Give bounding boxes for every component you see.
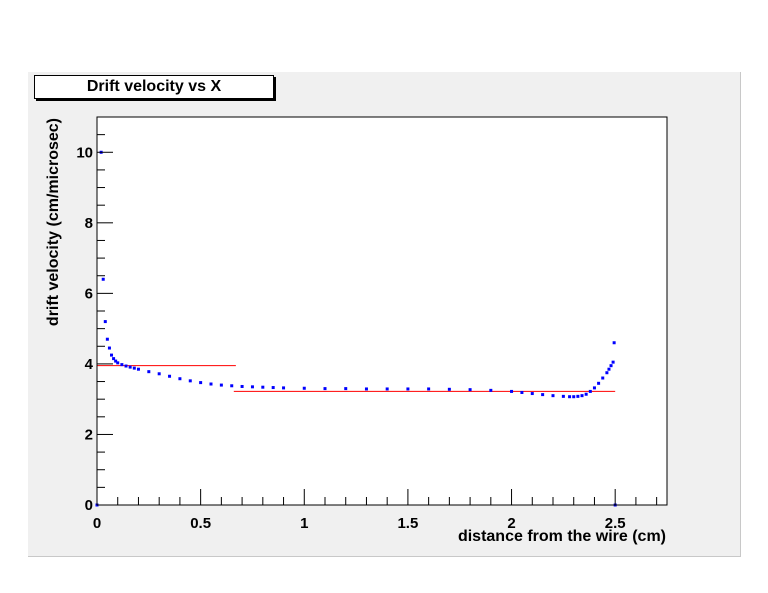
data-point: [323, 387, 327, 391]
data-point: [561, 394, 565, 398]
y-axis: 0 2 4 6 8 10: [76, 116, 113, 514]
data-point: [157, 372, 161, 376]
data-point: [385, 387, 389, 391]
data-point: [576, 394, 580, 398]
y-tick-label: 6: [85, 285, 93, 302]
data-point: [250, 385, 254, 389]
data-point: [112, 357, 116, 361]
data-point: [609, 364, 613, 368]
data-point: [128, 365, 132, 369]
data-point: [364, 387, 368, 391]
data-point: [124, 364, 128, 368]
data-point: [107, 346, 111, 350]
data-point: [110, 353, 114, 357]
y-axis-title: drift velocity (cm/microsec): [45, 118, 62, 326]
data-point: [147, 370, 151, 374]
x-axis-title: distance from the wire (cm): [458, 528, 666, 545]
data-point: [302, 386, 306, 390]
data-point: [584, 392, 588, 396]
x-tick-label: 0.5: [190, 515, 211, 532]
y-tick-label: 4: [85, 356, 94, 373]
x-tick-label: 1.5: [397, 515, 418, 532]
y-tick-label: 10: [76, 144, 93, 161]
data-point: [530, 392, 534, 396]
data-point: [427, 387, 431, 391]
data-points: [95, 150, 617, 507]
data-point: [120, 363, 124, 367]
data-point: [209, 382, 213, 386]
data-point: [116, 361, 120, 365]
x-axis: 0 0.5 1 1.5 2 2.5: [93, 489, 667, 532]
data-point: [240, 384, 244, 388]
data-point: [282, 386, 286, 390]
y-tick-label: 2: [85, 426, 93, 443]
data-point: [611, 360, 615, 364]
data-point: [136, 367, 140, 371]
data-point: [592, 386, 596, 390]
data-point: [551, 394, 555, 398]
data-point: [188, 379, 192, 383]
data-point: [489, 388, 493, 392]
data-point: [199, 381, 203, 385]
data-point: [572, 395, 576, 399]
data-point: [588, 389, 592, 393]
data-point: [114, 359, 118, 363]
data-point: [447, 387, 451, 391]
data-point: [597, 381, 601, 385]
data-point: [344, 387, 348, 391]
data-point: [541, 393, 545, 397]
data-point: [468, 388, 472, 392]
data-point: [103, 320, 107, 324]
data-point: [101, 277, 105, 281]
data-point: [580, 394, 584, 398]
data-point: [168, 374, 172, 378]
data-point: [520, 390, 524, 394]
data-point: [510, 389, 514, 393]
data-point: [105, 337, 109, 341]
data-point: [132, 366, 136, 370]
data-point: [605, 371, 609, 375]
plot-area: [96, 116, 668, 506]
chart-title: Drift velocity vs X: [34, 75, 274, 99]
data-point: [219, 383, 223, 387]
x-tick-label: 0: [93, 515, 101, 532]
x-tick-label: 1: [300, 515, 308, 532]
x-tick-label: 2: [507, 515, 515, 532]
data-point: [178, 377, 182, 381]
data-point: [607, 367, 611, 371]
data-point: [261, 385, 265, 389]
fit-lines: [97, 365, 616, 392]
data-point: [230, 384, 234, 388]
data-point: [406, 387, 410, 391]
y-tick-label: 0: [85, 497, 93, 514]
data-point: [568, 395, 572, 399]
x-tick-label: 2.5: [605, 515, 626, 532]
data-point: [601, 376, 605, 380]
y-tick-label: 8: [85, 215, 93, 232]
data-point: [612, 341, 616, 345]
data-point: [271, 386, 275, 390]
